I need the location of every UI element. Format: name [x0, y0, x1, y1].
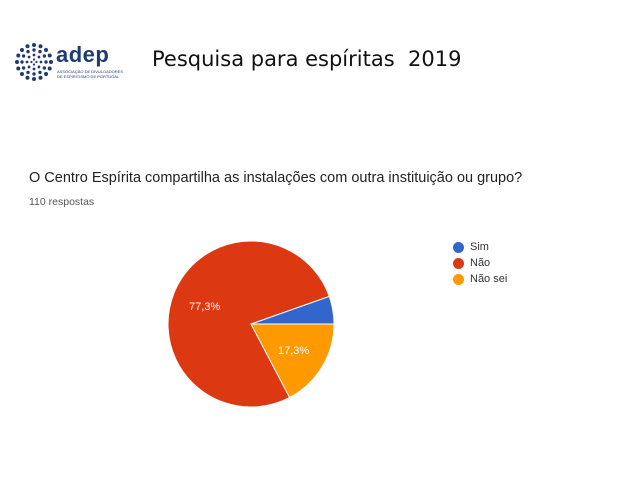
logo-dot [32, 43, 36, 47]
logo-dot [44, 72, 49, 77]
slide-title: Pesquisa para espíritas 2019 [152, 47, 462, 71]
logo-dot [38, 44, 43, 49]
logo-dot [25, 44, 30, 49]
logo-dot [26, 70, 30, 75]
legend-swatch [453, 273, 464, 285]
slice-data-label: 17,3% [278, 345, 309, 357]
logo-dot [25, 60, 29, 64]
legend-item: Não sei [453, 271, 507, 287]
logo-dot [30, 60, 33, 64]
logo-dot [47, 66, 52, 71]
logo-dot [32, 58, 36, 61]
adep-logo: adep Associação de divulgadores de espir… [14, 42, 124, 86]
logo-dot [21, 66, 26, 70]
adep-logo-mark [15, 43, 53, 81]
logo-dot [21, 54, 26, 58]
logo-dot [32, 53, 36, 57]
logo-dot [25, 75, 30, 80]
legend-item: Sim [453, 239, 507, 255]
logo-dot [47, 53, 52, 58]
logo-dot [27, 65, 31, 69]
logo-dot [27, 55, 31, 59]
legend-swatch [453, 241, 464, 253]
legend-label: Não sei [470, 273, 508, 285]
pie-slice-não-sei [250, 323, 335, 399]
chart-legend: Sim Não Não sei [453, 239, 507, 287]
pie-slice-não [167, 240, 330, 408]
logo-dot [44, 60, 48, 64]
logo-dot [19, 47, 24, 52]
logo-dot [26, 49, 30, 54]
logo-dot [37, 55, 41, 59]
logo-dot [16, 53, 21, 58]
logo-dot [38, 49, 42, 54]
logo-wordmark: adep [56, 42, 110, 67]
legend-swatch [453, 257, 464, 269]
logo-dot [42, 54, 47, 58]
logo-dot [32, 63, 36, 66]
response-count: 110 respostas [29, 196, 95, 208]
logo-dot [37, 65, 41, 69]
legend-label: Sim [470, 241, 489, 253]
logo-dot [49, 60, 53, 64]
logo-dot [32, 72, 36, 76]
logo-dot [39, 60, 43, 64]
logo-dot [38, 75, 43, 80]
survey-question: O Centro Espírita compartilha as instala… [29, 170, 523, 186]
logo-dot [32, 77, 36, 81]
logo-dot [19, 72, 24, 77]
logo-dot [44, 47, 49, 52]
logo-dot [32, 48, 36, 52]
logo-dot [16, 66, 21, 71]
slice-data-label: 77,3% [189, 301, 220, 313]
logo-subtitle: Associação de divulgadores de espiritism… [57, 69, 124, 79]
legend-item: Não [453, 255, 507, 271]
logo-dot [42, 66, 47, 70]
logo-dot [32, 67, 36, 71]
legend-label: Não [470, 257, 491, 269]
logo-dot [20, 60, 24, 64]
logo-dot [35, 60, 38, 64]
logo-dot [15, 60, 19, 64]
logo-dot [38, 70, 42, 75]
